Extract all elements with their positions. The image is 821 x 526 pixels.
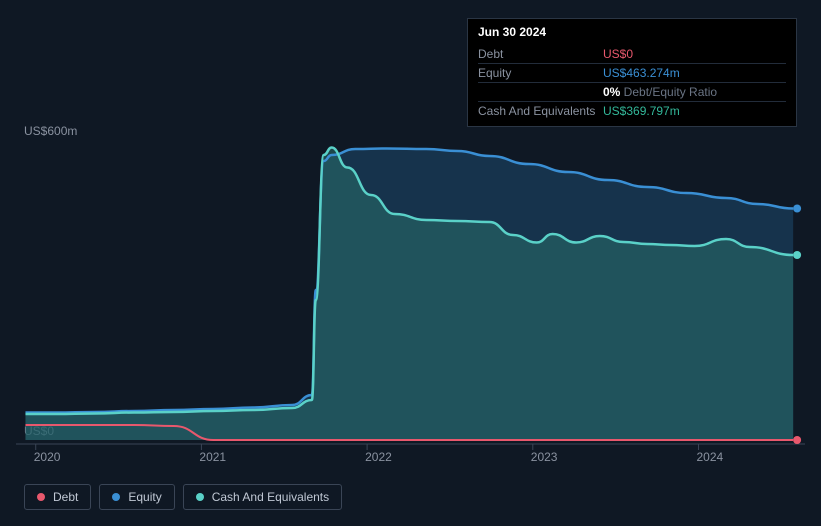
tooltip-value: US$0 [603,47,633,61]
ratio-text: Debt/Equity Ratio [620,85,717,99]
tooltip-label: Cash And Equivalents [478,104,603,118]
tooltip-value: 0% Debt/Equity Ratio [603,85,717,99]
legend-dot-icon [37,493,45,501]
chart-svg [16,140,805,480]
tooltip-row-cash: Cash And Equivalents US$369.797m [478,102,786,120]
tooltip-value: US$463.274m [603,66,680,80]
chart-plot-area[interactable] [16,140,805,440]
legend-label: Debt [53,490,78,504]
tooltip-date: Jun 30 2024 [478,25,786,43]
legend-item-equity[interactable]: Equity [99,484,174,510]
legend-item-cash[interactable]: Cash And Equivalents [183,484,342,510]
legend-dot-icon [196,493,204,501]
x-axis-tick-label: 2021 [199,450,226,464]
legend-label: Equity [128,490,161,504]
tooltip-row-ratio: 0% Debt/Equity Ratio [478,83,786,102]
tooltip-row-equity: Equity US$463.274m [478,64,786,83]
legend-item-debt[interactable]: Debt [24,484,91,510]
tooltip-row-debt: Debt US$0 [478,45,786,64]
tooltip-label: Debt [478,47,603,61]
x-axis-tick-label: 2022 [365,450,392,464]
tooltip-label: Equity [478,66,603,80]
x-axis-tick-label: 2023 [531,450,558,464]
legend-label: Cash And Equivalents [212,490,329,504]
ratio-pct: 0% [603,85,620,99]
tooltip-value: US$369.797m [603,104,680,118]
x-axis-tick-label: 2024 [696,450,723,464]
tooltip-label [478,85,603,99]
chart-legend: Debt Equity Cash And Equivalents [24,484,342,510]
y-axis-max-label: US$600m [24,124,77,138]
legend-dot-icon [112,493,120,501]
x-axis-tick-label: 2020 [34,450,61,464]
chart-tooltip: Jun 30 2024 Debt US$0 Equity US$463.274m… [467,18,797,127]
